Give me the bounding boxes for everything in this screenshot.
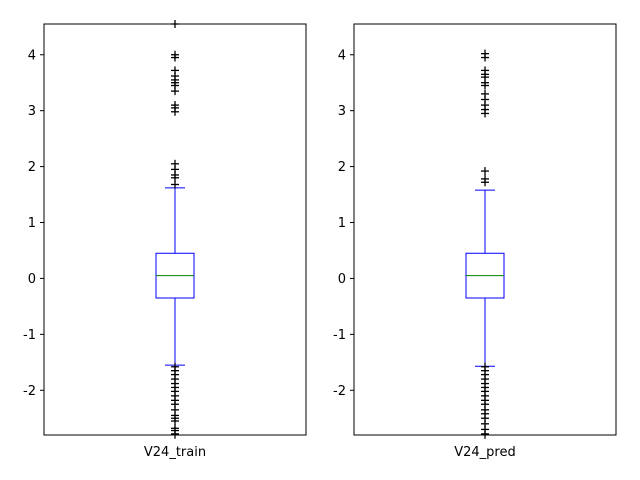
train-outlier-marker: [171, 53, 179, 62]
train-y-tick-label: -1: [23, 328, 36, 343]
train-box-marks: [155, 20, 195, 438]
pred-y-tick-label: 2: [338, 160, 346, 175]
train-outlier-marker: [171, 87, 179, 96]
train-outlier-marker: [171, 417, 179, 426]
pred-outlier-marker: [481, 167, 489, 176]
pred-box-marks: [465, 49, 505, 438]
pred-y-axis: 4 3 2 1 0 -1 -2: [333, 48, 486, 439]
train-outlier-marker: [171, 107, 179, 116]
pred-y-tick-label: 4: [338, 48, 346, 63]
pred-y-tick-label: 3: [338, 104, 346, 119]
train-y-tick-label: 2: [28, 160, 36, 175]
pred-outlier-marker: [481, 109, 489, 118]
pred-y-tick-label: 1: [338, 216, 346, 231]
train-y-tick-label: 1: [28, 216, 36, 231]
pred-outlier-marker: [481, 53, 489, 62]
pred-outlier-marker: [481, 81, 489, 90]
train-y-tick-label: 3: [28, 104, 36, 119]
train-outlier-marker: [171, 180, 179, 189]
pred-y-tick-label: -1: [333, 328, 346, 343]
train-y-tick-label: -2: [23, 384, 36, 399]
train-outlier-marker: [171, 20, 179, 28]
train-y-tick-label: 4: [28, 48, 36, 63]
train-x-tick-label: V24_train: [144, 445, 206, 460]
train-y-axis: 4 3 2 1 0 -1 -2: [23, 48, 176, 439]
panel-pred: 4 3 2 1 0 -1 -2 V24_pred: [333, 23, 617, 460]
pred-y-tick-label: 0: [338, 272, 346, 287]
panel-train: 4 3 2 1 0 -1 -2 V24_train: [23, 20, 307, 460]
train-y-tick-label: 0: [28, 272, 36, 287]
train-outlier-marker: [171, 173, 179, 182]
pred-outlier-marker: [481, 178, 489, 187]
pred-y-tick-label: -2: [333, 384, 346, 399]
pred-x-tick-label: V24_pred: [454, 445, 516, 460]
